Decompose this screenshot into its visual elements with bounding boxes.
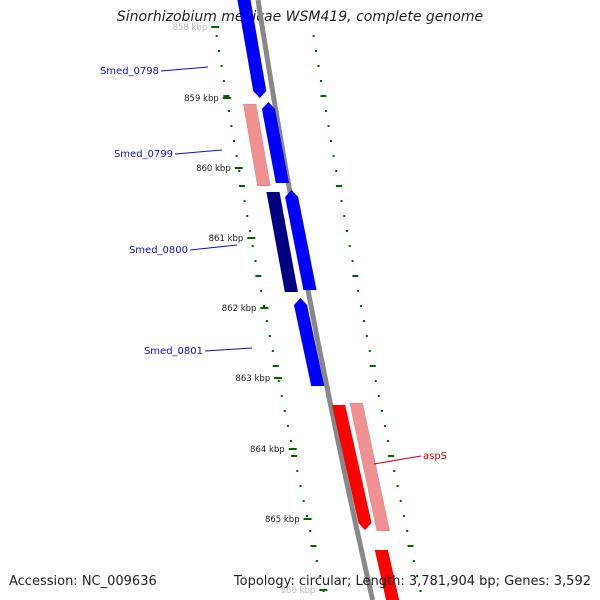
kbp-tick: 862 kbp: [222, 304, 269, 314]
accession-text: Accession: NC_009636: [9, 574, 157, 589]
kbp-tick: 860 kbp: [196, 164, 243, 174]
cds-smed-0800[interactable]: [266, 191, 299, 293]
cds-smed-0801[interactable]: [293, 297, 325, 387]
gene-leader-line: [174, 149, 223, 155]
gene-leader-line: [204, 347, 253, 352]
gene-label[interactable]: Smed_0800: [129, 244, 238, 256]
gene-label[interactable]: Smed_0799: [114, 149, 223, 160]
kbp-tick-label: 865 kbp: [265, 515, 300, 525]
summary-text: Topology: circular; Length: 3,781,904 bp…: [233, 574, 591, 589]
gene-leader-line: [189, 244, 238, 251]
kbp-tick: 858 kbp: [173, 23, 220, 33]
cds-asps-pale[interactable]: [349, 402, 391, 532]
gene-label-text[interactable]: Smed_0800: [129, 245, 188, 256]
cds-next-red[interactable]: [374, 549, 400, 600]
kbp-tick: 864 kbp: [250, 445, 297, 455]
kbp-tick: 865 kbp: [265, 515, 312, 525]
kbp-tick-label: 858 kbp: [173, 23, 208, 33]
gene-label-text[interactable]: Smed_0798: [100, 66, 159, 77]
kbp-tick: 861 kbp: [209, 234, 256, 244]
kbp-ticks: 858 kbp 859 kbp 860 kbp 861 kbp 862 kbp 863 k…: [173, 23, 328, 596]
kbp-tick-label: 866 kbp: [281, 586, 316, 596]
cds-smed-0800-forward[interactable]: [284, 189, 317, 291]
gene-label[interactable]: Smed_0798: [100, 66, 209, 77]
kbp-tick-label: 860 kbp: [196, 164, 231, 174]
cds-asps[interactable]: [331, 404, 372, 531]
kbp-tick-label: 859 kbp: [184, 94, 219, 104]
gene-labels[interactable]: Smed_0798 Smed_0799 Smed_0800 Smed_0801 aspS: [100, 66, 447, 465]
gene-leader-line: [160, 66, 209, 72]
genome-backbone: [255, 0, 376, 600]
outer-dotted-ring: [312, 35, 422, 592]
gene-features[interactable]: [237, 0, 400, 600]
gene-label-text[interactable]: aspS: [423, 451, 447, 462]
map-title: Sinorhizobium medicae WSM419, complete g…: [116, 9, 484, 25]
kbp-tick: 866 kbp: [281, 586, 328, 596]
kbp-tick-label: 861 kbp: [209, 234, 244, 244]
gene-label-text[interactable]: Smed_0801: [144, 346, 203, 357]
backbone-line: [255, 0, 376, 600]
kbp-tick-label: 862 kbp: [222, 304, 257, 314]
gene-label[interactable]: aspS: [373, 451, 447, 465]
gene-label-text[interactable]: Smed_0799: [114, 149, 173, 160]
cds-smed-0799-pale[interactable]: [242, 103, 271, 187]
cds-smed-0798[interactable]: [237, 0, 267, 99]
gene-label[interactable]: Smed_0801: [144, 346, 253, 357]
kbp-tick-label: 863 kbp: [236, 374, 271, 384]
gene-leader-line: [373, 455, 422, 465]
kbp-tick: 863 kbp: [236, 374, 283, 384]
kbp-tick-label: 864 kbp: [250, 445, 285, 455]
cds-smed-0799[interactable]: [261, 101, 290, 184]
kbp-tick: 859 kbp: [184, 94, 231, 104]
